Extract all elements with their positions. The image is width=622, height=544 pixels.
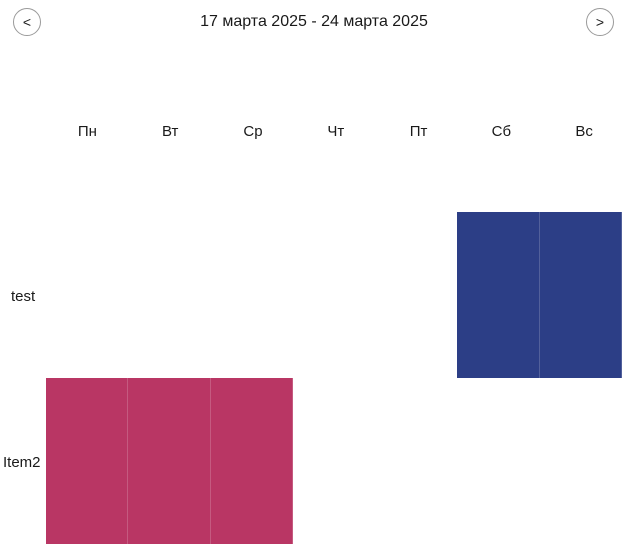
weekday-wednesday: Ср — [243, 123, 263, 140]
schedule-grid — [46, 212, 622, 544]
next-week-button[interactable]: > — [586, 8, 614, 36]
date-range-title: 17 марта 2025 - 24 марта 2025 — [200, 13, 428, 30]
schedule-slot[interactable] — [46, 378, 129, 544]
weekday-monday: Пн — [77, 123, 97, 140]
schedule-slot[interactable] — [210, 378, 293, 544]
schedule-slot[interactable] — [457, 212, 540, 378]
weekday-tuesday: Вт — [162, 123, 179, 140]
schedule-slot[interactable] — [539, 212, 622, 378]
weekday-thursday: Чт — [327, 123, 345, 140]
weekday-friday: Пт — [409, 123, 428, 140]
weekday-sunday: Вс — [575, 123, 593, 140]
chevron-left-icon: < — [22, 13, 32, 30]
row-label-test: test — [11, 288, 36, 305]
prev-week-button[interactable]: < — [13, 8, 41, 36]
chevron-right-icon: > — [595, 13, 605, 30]
row-label-item2: Item2 — [3, 454, 41, 471]
weekday-saturday: Сб — [491, 123, 512, 140]
weekday-header: Пн Вт Ср Чт Пт Сб Вс — [46, 121, 622, 143]
schedule-slot[interactable] — [128, 378, 211, 544]
